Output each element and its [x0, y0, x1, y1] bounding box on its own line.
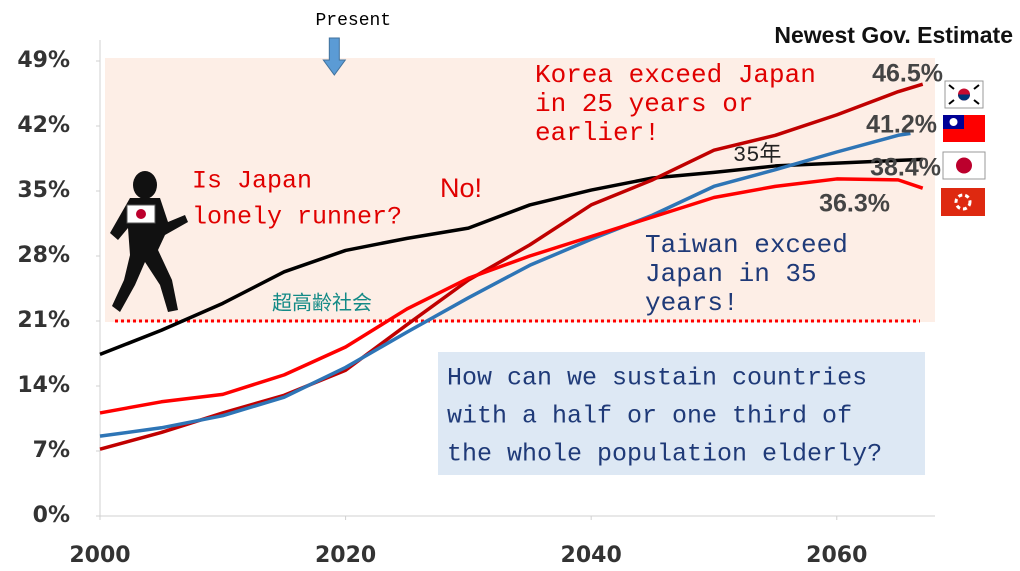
series-line — [99, 157, 923, 357]
y-tick-label: 7% — [33, 438, 70, 463]
annotation: years! — [645, 288, 739, 318]
annotation: lonely runner? — [192, 203, 402, 232]
x-tick-label: 2060 — [806, 543, 867, 568]
annotation: the whole population elderly? — [447, 440, 882, 469]
shaded-region — [105, 58, 935, 322]
present-label: Present — [315, 11, 391, 31]
flag-japan — [942, 151, 986, 180]
runner-icon — [110, 171, 188, 312]
annotation: Korea exceed Japan — [535, 60, 816, 90]
annotation: Japan in 35 — [645, 259, 817, 289]
present-arrow — [322, 37, 347, 76]
y-tick-label: 21% — [17, 308, 70, 333]
annotation: with a half or one third of — [447, 402, 852, 431]
x-tick-label: 2000 — [69, 543, 130, 568]
y-tick-label: 49% — [17, 48, 70, 73]
annotation: 35年 — [733, 142, 781, 168]
annotation: How can we sustain countries — [447, 364, 867, 393]
end-label: 41.2% — [866, 111, 937, 139]
legend-title: Newest Gov. Estimate — [774, 22, 1013, 48]
flag-taiwan — [943, 115, 985, 142]
y-tick-label: 28% — [17, 243, 70, 268]
question-box — [438, 352, 925, 475]
reference-label: 超高齢社会 — [272, 291, 372, 314]
annotation: Taiwan exceed — [645, 230, 848, 260]
end-label: 38.4% — [870, 154, 941, 182]
series-line — [99, 82, 924, 451]
flag-korea — [944, 80, 984, 109]
annotation: Is Japan — [192, 167, 312, 196]
annotation: in 25 years or — [535, 89, 753, 119]
series-line — [99, 131, 911, 438]
y-tick-label: 42% — [17, 113, 70, 138]
flag-hongkong — [941, 188, 985, 216]
end-label: 46.5% — [872, 60, 943, 88]
y-tick-label: 0% — [33, 503, 70, 528]
annotation: No! — [440, 173, 482, 203]
y-tick-label: 14% — [17, 373, 70, 398]
end-label: 36.3% — [819, 190, 890, 218]
x-tick-label: 2020 — [315, 543, 376, 568]
series-line — [99, 177, 924, 415]
annotation: earlier! — [535, 118, 660, 148]
x-tick-label: 2040 — [561, 543, 622, 568]
y-tick-label: 35% — [17, 178, 70, 203]
